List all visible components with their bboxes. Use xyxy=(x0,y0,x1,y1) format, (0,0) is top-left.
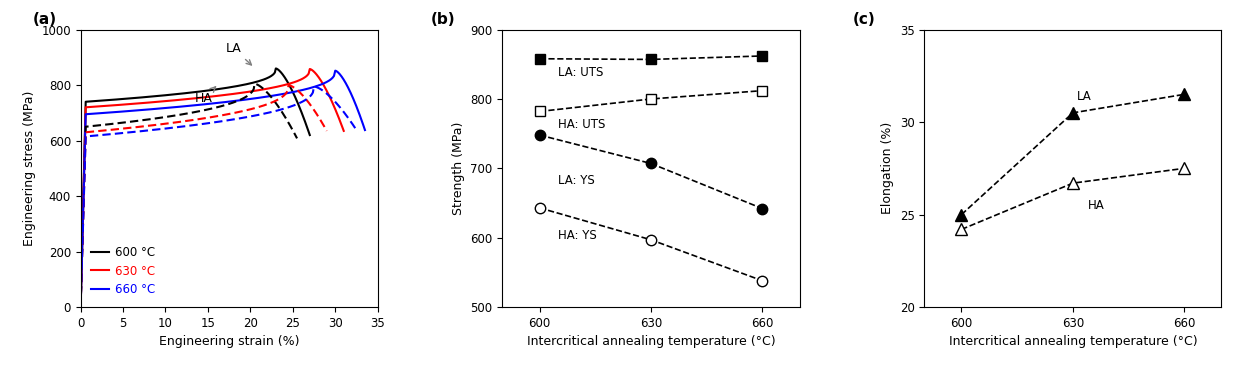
Text: HA: YS: HA: YS xyxy=(558,229,596,242)
Y-axis label: Elongation (%): Elongation (%) xyxy=(882,122,894,215)
Text: LA: UTS: LA: UTS xyxy=(558,66,604,79)
Y-axis label: Strength (MPa): Strength (MPa) xyxy=(451,122,465,215)
X-axis label: Intercritical annealing temperature (°C): Intercritical annealing temperature (°C) xyxy=(949,335,1197,349)
Text: (a): (a) xyxy=(33,12,57,27)
X-axis label: Engineering strain (%): Engineering strain (%) xyxy=(159,335,299,349)
Text: HA: UTS: HA: UTS xyxy=(558,118,605,131)
Text: HA: HA xyxy=(195,87,216,105)
Text: HA: HA xyxy=(1087,199,1105,212)
Text: (c): (c) xyxy=(853,12,875,27)
Text: LA: YS: LA: YS xyxy=(558,174,595,186)
Text: (b): (b) xyxy=(432,12,456,27)
Y-axis label: Engineering stress (MPa): Engineering stress (MPa) xyxy=(22,91,36,246)
Text: LA: LA xyxy=(1076,90,1091,103)
Text: LA: LA xyxy=(226,42,252,65)
Legend: 600 °C, 630 °C, 660 °C: 600 °C, 630 °C, 660 °C xyxy=(87,241,160,301)
X-axis label: Intercritical annealing temperature (°C): Intercritical annealing temperature (°C) xyxy=(527,335,775,349)
